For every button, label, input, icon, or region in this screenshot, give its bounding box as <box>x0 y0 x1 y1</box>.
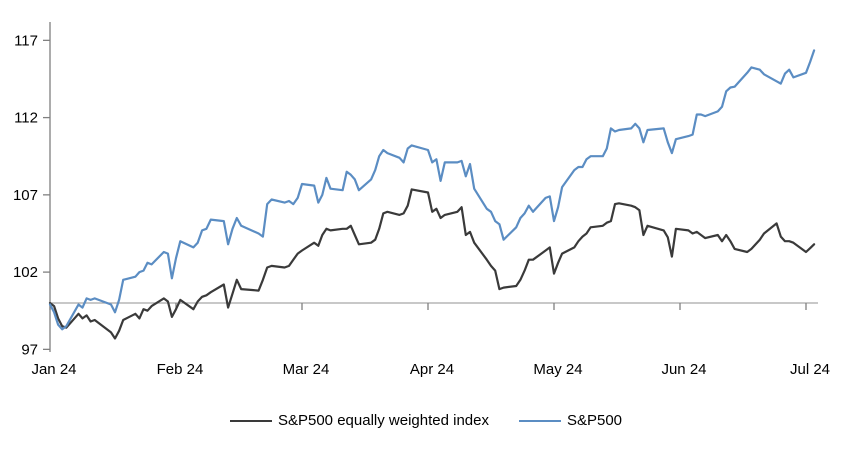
y-tick-label: 112 <box>14 110 38 127</box>
x-tick-label: Jun 24 <box>661 361 706 378</box>
x-tick-label: Mar 24 <box>283 361 330 378</box>
y-tick-label: 97 <box>21 341 38 358</box>
sp500-equal-weight-series-line <box>48 188 816 340</box>
legend-label-equal-weight: S&P500 equally weighted index <box>277 412 489 429</box>
y-tick-label: 102 <box>13 264 38 281</box>
legend-label-sp500: S&P500 <box>566 412 623 429</box>
x-tick-label: Jul 24 <box>790 361 830 378</box>
x-tick-label: Jan 24 <box>31 361 76 378</box>
sp500-series-line <box>48 49 816 331</box>
legend-line-swatch-equal-weight <box>229 419 272 422</box>
legend-line-swatch-sp500 <box>518 419 561 422</box>
legend-item-equal-weight: S&P500 equally weighted index <box>229 412 489 429</box>
legend: S&P500 equally weighted index S&P500 <box>0 412 852 429</box>
y-tick-label: 117 <box>14 32 38 49</box>
x-tick-label: May 24 <box>533 361 582 378</box>
y-tick-label: 107 <box>13 187 38 204</box>
x-tick-label: Feb 24 <box>157 361 204 378</box>
legend-item-sp500: S&P500 <box>518 412 623 429</box>
x-tick-label: Apr 24 <box>410 361 454 378</box>
